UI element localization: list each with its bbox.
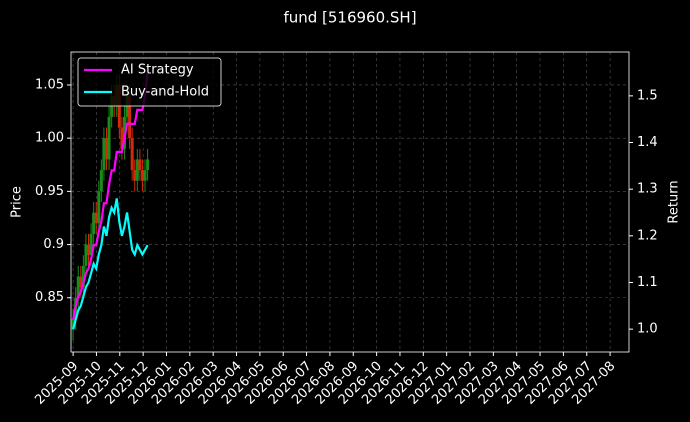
y-tick-label: 1.00 [35, 131, 64, 146]
y2-tick-label: 1.0 [637, 322, 658, 337]
candle-body [97, 191, 101, 224]
candle-body [140, 170, 144, 181]
candle-body [94, 212, 98, 224]
legend-box [77, 57, 222, 107]
candle-body [107, 116, 111, 160]
candle-body [135, 159, 139, 181]
candle-body [76, 276, 80, 298]
plot-frame [70, 51, 630, 353]
chart-title: fund [516960.SH] [283, 9, 416, 27]
candle-body [146, 159, 150, 171]
y-tick-label: 1.05 [35, 77, 64, 92]
y-tick-label: 0.85 [35, 290, 64, 305]
legend-label: Buy-and-Hold [121, 85, 209, 100]
candle-body [133, 170, 137, 181]
candle-body [87, 244, 91, 256]
line-series [72, 198, 149, 330]
candle-body [130, 138, 134, 171]
candle-body [138, 159, 142, 171]
candle-body [104, 138, 108, 160]
candle-body [143, 170, 147, 181]
y2-tick-label: 1.1 [637, 275, 658, 290]
y2-tick-label: 1.5 [637, 88, 658, 103]
candle-body [71, 319, 75, 330]
candle-body [99, 170, 103, 192]
candle-body [92, 212, 96, 234]
candle-body [89, 233, 93, 256]
y2-tick-label: 1.3 [637, 182, 658, 197]
y-tick-label: 0.95 [35, 184, 64, 199]
line-series [72, 72, 149, 321]
candle-body [128, 95, 132, 139]
candle-body [102, 138, 106, 171]
y2-axis-label: Return [667, 180, 682, 223]
y-axis-label: Price [10, 186, 25, 218]
candle-body [81, 265, 85, 288]
y-tick-label: 0.9 [43, 237, 64, 252]
candle-body [84, 244, 88, 266]
y2-tick-label: 1.2 [637, 228, 658, 243]
candle-body [120, 127, 124, 149]
candle-body [79, 276, 83, 288]
legend-label: AI Strategy [121, 63, 194, 78]
y2-tick-label: 1.4 [637, 135, 658, 150]
